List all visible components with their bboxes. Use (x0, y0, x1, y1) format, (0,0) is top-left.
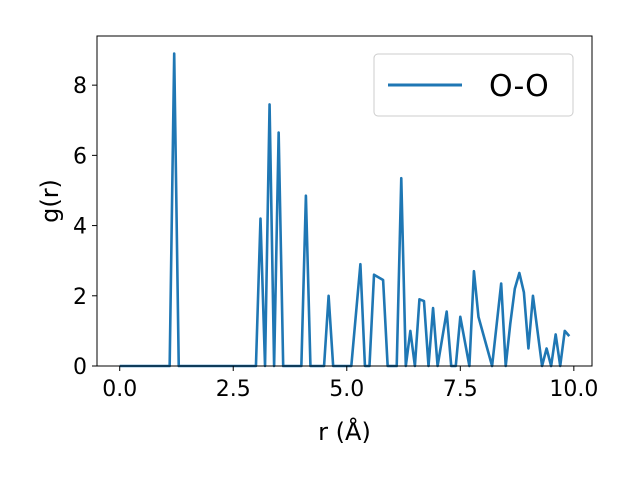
y-axis-label: g(r) (36, 179, 64, 223)
plot-frame (96, 35, 593, 367)
legend-box (373, 53, 574, 117)
y-tick-label: 4 (73, 215, 87, 240)
y-tick-label: 0 (73, 355, 87, 380)
x-tick-label: 7.5 (443, 377, 478, 402)
x-axis-label: r (Å) (318, 417, 371, 446)
y-tick-label: 6 (73, 144, 87, 169)
y-tick-label: 2 (73, 285, 87, 310)
legend: O-O (373, 53, 574, 117)
x-tick-label: 2.5 (216, 377, 251, 402)
x-tick-label: 10.0 (549, 377, 598, 402)
x-tick-label: 0.0 (102, 377, 137, 402)
x-tick-label: 5.0 (329, 377, 364, 402)
legend-label-o-o: O-O (489, 69, 549, 104)
ticks-layer: 0.0 2.5 5.0 7.5 10.0 0 2 4 6 8 (73, 74, 598, 402)
y-tick-label: 8 (73, 74, 87, 99)
